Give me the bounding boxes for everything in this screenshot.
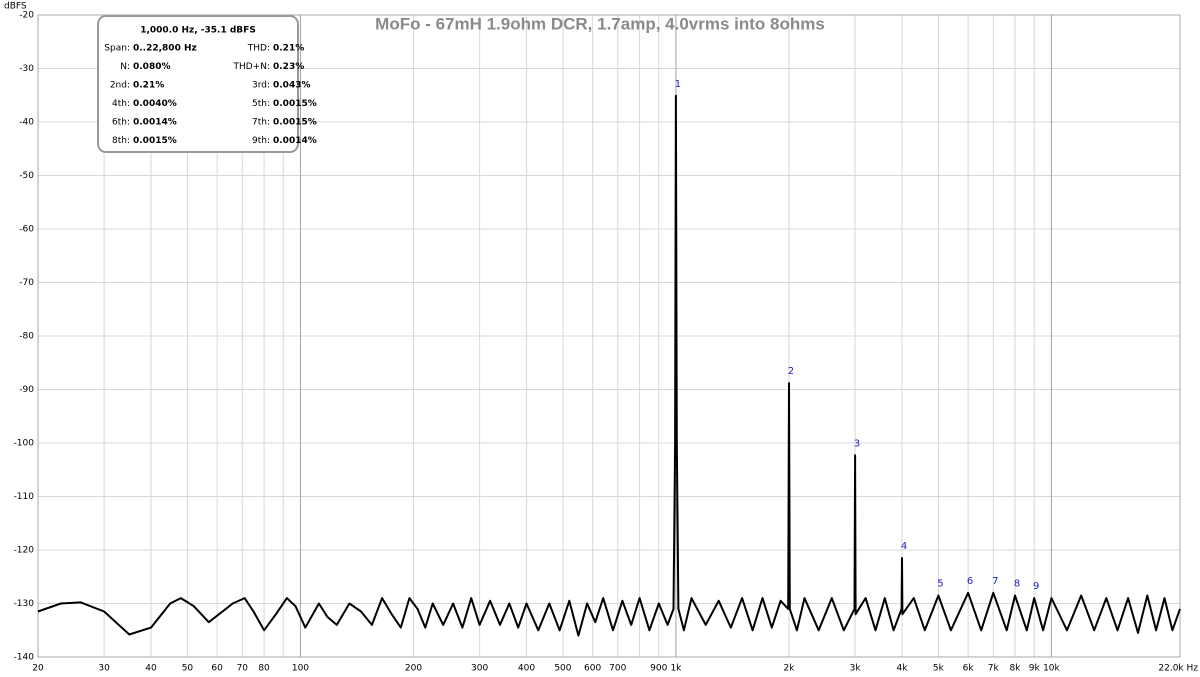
info-cell: 0.0040% — [133, 99, 177, 109]
harmonic-marker: 8 — [1014, 578, 1020, 589]
y-tick-label: -100 — [14, 439, 35, 449]
y-tick-label: -60 — [19, 225, 34, 235]
info-cell: 5th: — [252, 99, 270, 109]
x-tick-label: 9k — [1029, 664, 1041, 674]
info-cell: 0.0015% — [133, 136, 177, 146]
harmonic-marker: 5 — [937, 578, 943, 589]
info-cell: 6th: — [112, 118, 130, 128]
info-cell: THD+N: — [232, 62, 270, 72]
x-tick-label: 700 — [609, 664, 626, 674]
spectrum-line — [37, 94, 1181, 637]
y-axis-label: dBFS — [4, 2, 27, 12]
x-tick-label: 7k — [988, 664, 1000, 674]
info-cell: 0.21% — [273, 44, 304, 54]
x-tick-label: 22.0k Hz — [1158, 664, 1198, 674]
info-cell: 0.080% — [133, 62, 171, 72]
x-tick-label: 40 — [145, 664, 157, 674]
x-tick-label: 8k — [1010, 664, 1022, 674]
x-tick-label: 70 — [237, 664, 249, 674]
y-tick-label: -70 — [19, 278, 34, 288]
info-cell: 0.0015% — [273, 99, 317, 109]
info-cell: 3rd: — [252, 81, 270, 91]
plot-frame — [37, 14, 1181, 658]
x-tick-label: 50 — [182, 664, 194, 674]
y-tick-label: -80 — [19, 332, 34, 342]
harmonic-marker: 9 — [1033, 581, 1039, 592]
x-tick-label: 80 — [258, 664, 270, 674]
y-tick-label: -130 — [14, 599, 35, 609]
info-cell: 0.0014% — [133, 118, 177, 128]
x-tick-label: 30 — [98, 664, 110, 674]
x-tick-label: 100 — [292, 664, 309, 674]
x-tick-label: 3k — [850, 664, 862, 674]
info-cell: 0.23% — [273, 62, 304, 72]
y-tick-label: -30 — [19, 64, 34, 74]
x-tick-label: 300 — [471, 664, 488, 674]
info-cell: 8th: — [112, 136, 130, 146]
y-tick-label: -90 — [19, 385, 34, 395]
plot: 1 2 3 4 5 6 7 8 9 — [37, 79, 1181, 637]
x-tick-label: 400 — [518, 664, 535, 674]
harmonic-marker: 2 — [788, 366, 794, 377]
info-cell: Span: — [104, 44, 130, 54]
x-tick-label: 200 — [405, 664, 422, 674]
x-tick-label: 900 — [650, 664, 667, 674]
info-box-frame — [97, 15, 299, 153]
x-tick-label: 1k — [670, 664, 682, 674]
y-tick-label: -140 — [14, 653, 35, 663]
y-tick-label: -120 — [14, 546, 35, 556]
y-tick-label: -50 — [19, 171, 34, 181]
info-box: 1,000.0 Hz, -35.1 dBFS Span: 0..22,800 Hz… — [97, 15, 317, 153]
info-cell: N: — [120, 62, 130, 72]
x-tick-label: 60 — [211, 664, 223, 674]
x-tick-label: 600 — [584, 664, 601, 674]
x-tick-label: 6k — [963, 664, 975, 674]
y-tick-label: -40 — [19, 118, 34, 128]
harmonic-marker: 1 — [675, 79, 681, 90]
info-cell: 4th: — [112, 99, 130, 109]
info-cell: 7th: — [252, 118, 270, 128]
harmonic-marker: 3 — [854, 438, 860, 449]
x-tick-label: 5k — [933, 664, 945, 674]
y-tick-label: -20 — [19, 11, 34, 21]
info-cell: THD: — [247, 44, 270, 54]
x-tick-label: 10k — [1043, 664, 1060, 674]
info-cell: 0.21% — [133, 81, 164, 91]
harmonic-marker: 6 — [967, 576, 973, 587]
info-cell: 9th: — [252, 136, 270, 146]
labels: -20 -30 -40 -50 -60 -70 -80 -90 -100 -110 -120 -130… — [14, 11, 1199, 674]
info-cell: 0.0014% — [273, 136, 317, 146]
x-tick-label: 4k — [897, 664, 909, 674]
x-tick-label: 2k — [783, 664, 795, 674]
info-cell: 0.043% — [273, 81, 311, 91]
info-cell: 0..22,800 Hz — [133, 44, 197, 54]
info-cell: 2nd: — [110, 81, 130, 91]
x-tick-label: 20 — [32, 664, 44, 674]
harmonic-marker: 4 — [901, 541, 907, 552]
x-tick-label: 500 — [554, 664, 571, 674]
harmonic-marker: 7 — [992, 576, 998, 587]
info-header: 1,000.0 Hz, -35.1 dBFS — [140, 26, 256, 36]
chart-title: MoFo - 67mH 1.9ohm DCR, 1.7amp, 4.0vrms … — [375, 14, 825, 33]
y-tick-label: -110 — [14, 492, 35, 502]
info-cell: 0.0015% — [273, 118, 317, 128]
